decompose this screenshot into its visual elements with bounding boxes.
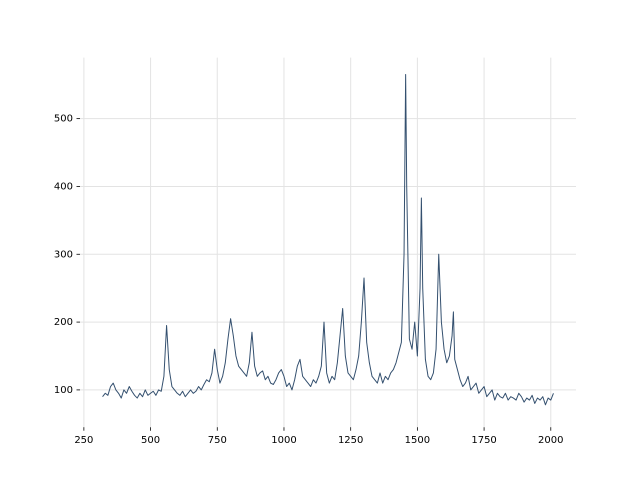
spectrum-line	[102, 74, 554, 406]
x-tick-label: 1000	[271, 435, 296, 446]
y-tick-label: 300	[54, 249, 73, 260]
y-tick-label: 100	[54, 385, 73, 396]
y-tick-label: 400	[54, 181, 73, 192]
x-tick-label: 250	[74, 435, 93, 446]
x-tick-label: 1250	[338, 435, 363, 446]
x-tick-label: 2000	[538, 435, 563, 446]
x-tick-label: 750	[208, 435, 227, 446]
x-tick-label: 1750	[471, 435, 496, 446]
x-tick-label: 500	[141, 435, 160, 446]
x-tick-label: 1500	[405, 435, 430, 446]
y-tick-label: 200	[54, 317, 73, 328]
y-tick-label: 500	[54, 114, 73, 125]
